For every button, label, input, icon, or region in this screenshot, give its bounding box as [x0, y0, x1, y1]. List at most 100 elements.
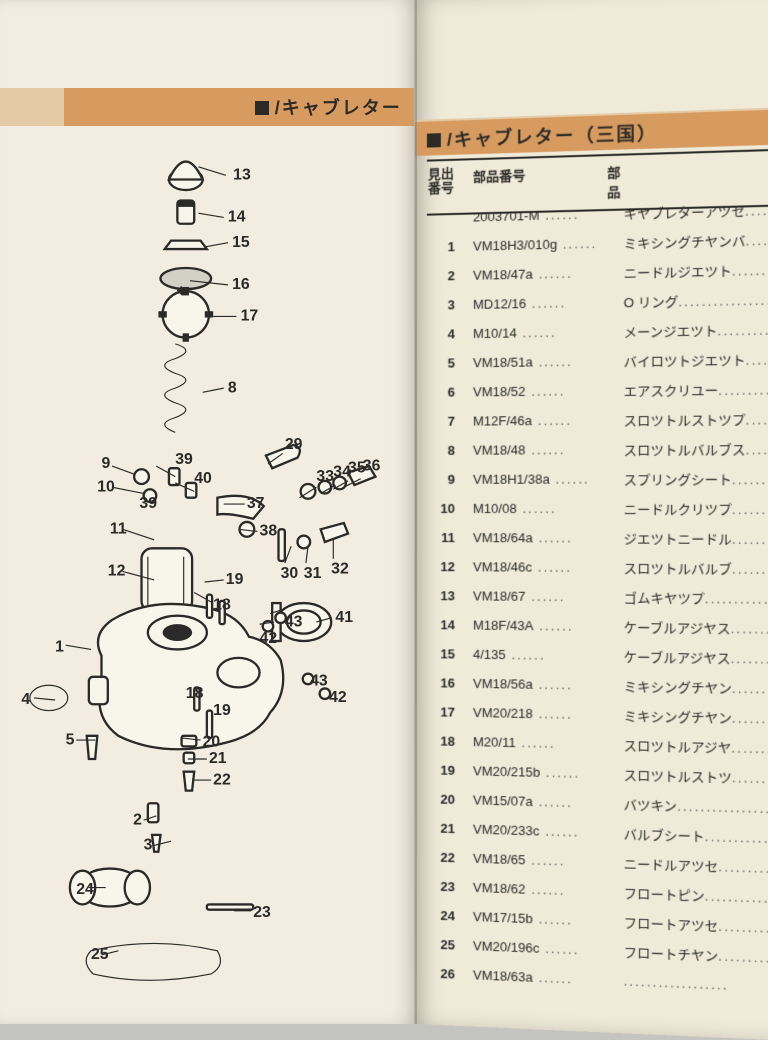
row-index: 10 — [427, 500, 455, 515]
callout-label: 33 — [316, 468, 334, 485]
row-partno: VM18H3/010g ...... — [473, 235, 605, 253]
row-partno: VM18/47a ...... — [473, 264, 605, 282]
callout-label: 3 — [144, 837, 153, 854]
callout-label: 25 — [91, 946, 109, 963]
callout-label: 38 — [260, 523, 278, 540]
table-row: 10M10/08 ......ニードルクリツプ.................… — [427, 493, 768, 523]
row-desc: スロツトルストツ.................. — [623, 764, 768, 787]
row-desc: フロートアツセ.................. — [623, 912, 768, 937]
callout-label: 14 — [228, 209, 246, 226]
callout-label: 31 — [304, 565, 322, 582]
table-row: 12VM18/46c ......スロツトルバルブ...............… — [427, 552, 768, 583]
row-index: 21 — [427, 820, 455, 836]
callout-label: 42 — [260, 630, 278, 647]
row-index: 6 — [427, 384, 455, 399]
callout-label: 13 — [233, 167, 251, 184]
row-partno: VM18/64a ...... — [473, 530, 605, 545]
row-desc: キヤブレターアツセ.................. — [623, 199, 768, 222]
row-index: 11 — [427, 530, 455, 545]
row-partno: M20/11 ...... — [473, 734, 605, 752]
row-partno: VM20/233c ...... — [473, 821, 605, 840]
right-page: /キャブレター（三国） 見出 番号 部品番号 部 品 2003701-M ...… — [415, 0, 768, 1040]
diagram-svg: 1314151617891039394011373812181929333435… — [6, 150, 408, 1014]
callout-label: 10 — [97, 478, 115, 495]
callout-label: 18 — [213, 596, 231, 613]
row-partno: M12F/46a ...... — [473, 412, 605, 428]
callout-label: 37 — [247, 495, 265, 512]
callout-label: 8 — [228, 379, 237, 396]
callout-label: 42 — [329, 689, 347, 706]
header-square-icon — [255, 101, 269, 115]
th-part: 部品番号 — [473, 163, 566, 204]
callout-label: 19 — [226, 571, 244, 588]
callout-label: 36 — [363, 457, 381, 474]
row-index: 22 — [427, 849, 455, 865]
row-desc: ニードルクリツプ.................. — [623, 498, 768, 518]
row-index: 4 — [427, 326, 455, 341]
row-partno: VM18/62 ...... — [473, 879, 605, 898]
callout-label: 30 — [281, 565, 299, 582]
left-header-text: /キャブレター — [255, 94, 402, 120]
row-index: 17 — [427, 704, 455, 720]
table-row: 9VM18H1/38a ......スプリングシート..............… — [427, 464, 768, 494]
row-index: 8 — [427, 442, 455, 457]
row-partno: VM20/218 ...... — [473, 704, 605, 721]
callout-label: 4 — [21, 691, 30, 708]
row-partno: VM18/52 ...... — [473, 382, 605, 399]
row-index: 3 — [427, 297, 455, 313]
callout-label: 23 — [253, 904, 271, 921]
callout-label: 5 — [66, 731, 75, 748]
row-index: 1 — [427, 239, 455, 255]
callout-label: 11 — [110, 521, 127, 538]
callout-label: 2 — [133, 811, 142, 828]
table-row: 14M18F/43A ......ケーブルアジヤス...............… — [427, 610, 768, 643]
th-index: 見出 番号 — [427, 167, 455, 206]
row-partno: VM18/67 ...... — [473, 588, 605, 604]
row-index: 18 — [427, 733, 455, 749]
right-header-band: /キャブレター（三国） — [415, 108, 768, 156]
row-desc: スロツトルアジヤ.................. — [623, 734, 768, 757]
callout-label: 19 — [213, 702, 231, 719]
row-desc: スロツトルストツプ.................. — [623, 408, 768, 429]
row-desc: メーンジエツト.................. — [623, 319, 768, 341]
row-desc: ミキシングチヤンバ.................. — [623, 229, 768, 252]
callout-label: 40 — [194, 470, 212, 487]
row-desc: フロートピン.................. — [623, 882, 768, 907]
row-desc: ミキシングチヤン.................. — [623, 675, 768, 697]
callout-label: 29 — [285, 436, 303, 453]
row-desc: O リング.................. — [623, 289, 768, 311]
row-desc: スプリングシート.................. — [623, 468, 768, 488]
row-desc: フロートチヤン.................. — [623, 941, 768, 966]
row-partno: M10/14 ...... — [473, 323, 605, 340]
row-partno: M18F/43A ...... — [473, 617, 605, 633]
row-index: 16 — [427, 675, 455, 690]
row-index: 13 — [427, 588, 455, 603]
row-desc: ケーブルアジヤス.................. — [623, 616, 768, 637]
page-gutter — [415, 0, 417, 1024]
row-index: 12 — [427, 559, 455, 574]
row-partno: VM18/65 ...... — [473, 850, 605, 869]
row-partno: VM18/63a ...... — [473, 967, 605, 987]
row-desc: .................. — [623, 973, 768, 995]
row-index: 24 — [427, 907, 455, 923]
left-header-band: /キャブレター — [0, 88, 414, 126]
left-page: /キャブレター — [0, 0, 415, 1024]
row-partno: VM17/15b ...... — [473, 909, 605, 929]
row-partno: 4/135 ...... — [473, 646, 605, 663]
callout-label: 43 — [285, 613, 303, 630]
callout-label: 21 — [209, 750, 227, 767]
right-header-text: /キャブレター（三国） — [427, 119, 658, 153]
table-row: 13VM18/67 ......ゴムキヤツプ.................. — [427, 581, 768, 613]
callout-label: 39 — [175, 451, 193, 468]
row-index: 7 — [427, 413, 455, 428]
row-desc: バイロツトジエツト.................. — [623, 348, 768, 369]
header-square-icon — [427, 133, 441, 147]
row-partno: 2003701-M ...... — [473, 205, 605, 224]
callout-label: 41 — [335, 609, 353, 626]
row-desc: スロツトルバルブ.................. — [623, 557, 768, 577]
row-partno: VM18/48 ...... — [473, 441, 605, 457]
row-desc: ニードルジエツト.................. — [623, 259, 768, 282]
callout-label: 43 — [310, 672, 328, 689]
row-partno: VM18/51a ...... — [473, 353, 605, 370]
callout-label: 32 — [331, 561, 349, 578]
